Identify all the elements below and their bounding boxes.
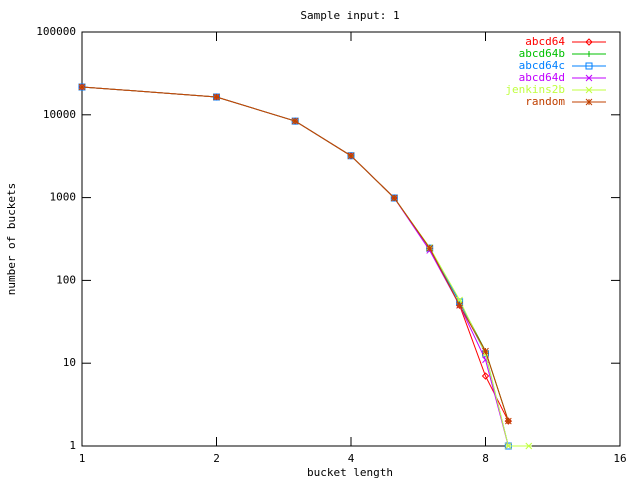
y-tick-label: 1000 (50, 191, 77, 204)
legend-label: jenkins2b (505, 83, 565, 96)
series-line (81, 86, 509, 422)
marker (213, 93, 220, 101)
marker (505, 442, 512, 450)
legend-label: random (525, 95, 565, 108)
legend-marker (585, 86, 593, 94)
marker (390, 194, 398, 202)
series-line (81, 86, 529, 447)
y-tick-label: 10000 (43, 108, 76, 121)
legend-label: abcd64c (519, 59, 565, 72)
legend-label: abcd64 (525, 35, 565, 48)
series-line (81, 86, 509, 447)
legend-marker (586, 51, 592, 57)
y-tick-label: 1 (69, 439, 76, 452)
x-tick-label: 16 (613, 452, 626, 465)
y-axis-label: number of buckets (5, 183, 18, 296)
y-tick-label: 100 (56, 273, 76, 286)
legend-label: abcd64d (519, 71, 565, 84)
x-tick-label: 2 (213, 452, 220, 465)
legend-marker (585, 98, 593, 106)
marker (504, 442, 512, 450)
series-line (81, 86, 509, 447)
series-line (81, 86, 509, 422)
marker (525, 442, 533, 450)
legend-label: abcd64b (519, 47, 565, 60)
chart-title: Sample input: 1 (300, 9, 399, 22)
marker (481, 372, 490, 380)
marker (482, 347, 489, 355)
marker (505, 417, 512, 425)
legend-marker (585, 38, 593, 46)
marker (456, 301, 463, 309)
marker (78, 83, 86, 91)
y-tick-label: 10 (63, 356, 76, 369)
marker (213, 93, 220, 101)
series-line (81, 86, 509, 422)
x-axis-label: bucket length (307, 466, 393, 479)
x-tick-label: 8 (482, 452, 489, 465)
marker (426, 244, 434, 252)
x-tick-label: 1 (79, 452, 86, 465)
legend-marker (585, 62, 593, 70)
marker (504, 417, 513, 425)
legend-marker (585, 74, 593, 82)
marker (347, 152, 355, 160)
x-tick-label: 4 (348, 452, 355, 465)
y-tick-label: 100000 (36, 25, 76, 38)
marker (291, 117, 299, 125)
